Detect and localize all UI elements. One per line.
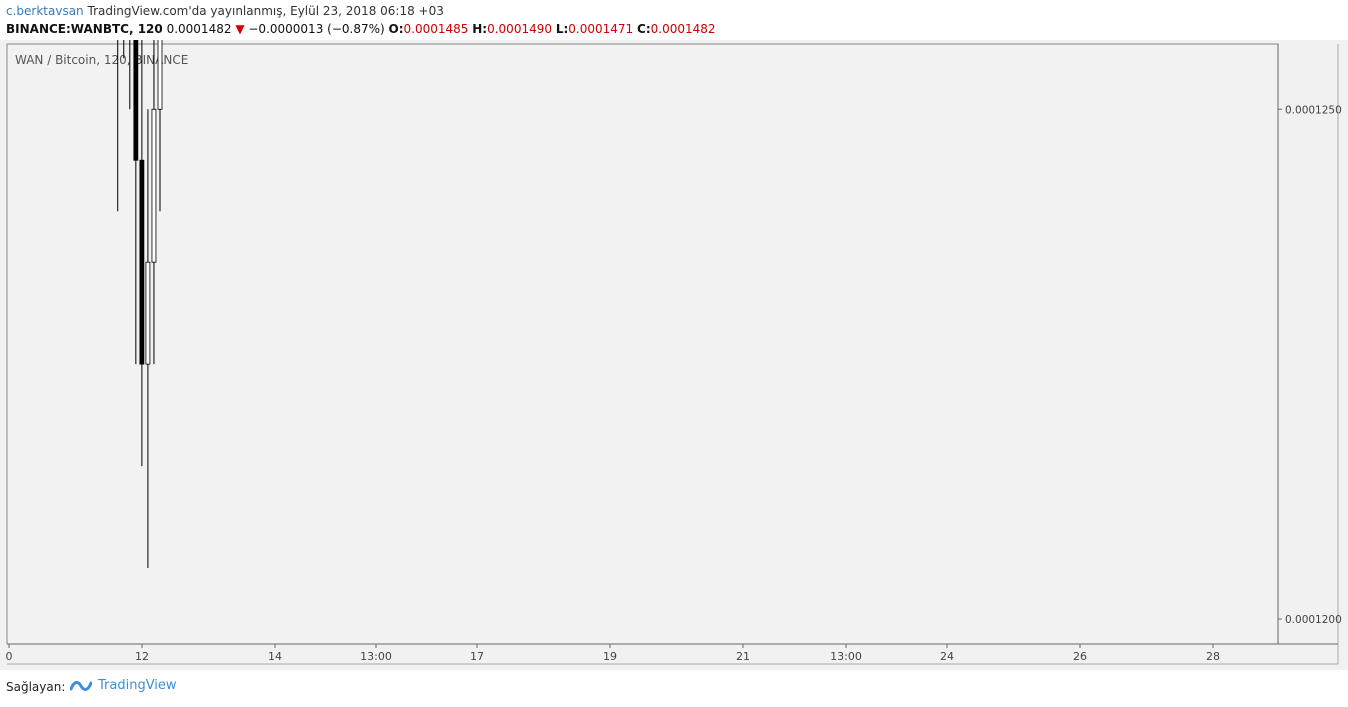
footer: Sağlayan: TradingView [0,670,1348,707]
y-tick-label: 0.0001200 [1285,614,1342,626]
x-tick-label: 17 [470,650,484,663]
x-tick-label: 28 [1206,650,1220,663]
down-arrow-icon: ▼ [235,22,245,36]
author-link[interactable]: c.berktavsan [6,4,84,18]
candle-up [157,0,163,110]
open-label: O: [388,22,404,36]
tradingview-link[interactable]: TradingView [70,678,177,693]
symbol-label: BINANCE:WANBTC, 120 [6,22,163,36]
open-value: 0.0001485 [403,22,469,36]
x-tick-label: 12 [135,650,149,663]
x-tick-label: 26 [1073,650,1087,663]
provider-label: Sağlayan: [6,680,66,694]
close-value: 0.0001482 [650,22,716,36]
published-text: TradingView.com'da yayınlanmış, Eylül 23… [87,4,444,18]
candle-down [139,159,145,365]
x-tick-label: 24 [940,650,954,663]
candle-up [145,261,151,365]
y-tick-label: 0.0001250 [1285,104,1342,116]
candlestick-chart[interactable]: WAN / Bitcoin, 120, BINANCE0.00017500.00… [0,0,1348,670]
x-tick-label: 19 [603,650,617,663]
ohlc-readout: BINANCE:WANBTC, 120 0.0001482 ▼ −0.00000… [6,22,716,36]
chart-area[interactable]: WAN / Bitcoin, 120, BINANCE0.00017500.00… [0,0,1348,670]
x-tick-label: 13:00 [360,650,392,663]
high-value: 0.0001490 [487,22,552,36]
publish-info: c.berktavsan TradingView.com'da yayınlan… [6,4,444,18]
last-price: 0.0001482 [166,22,232,36]
chart-header: c.berktavsan TradingView.com'da yayınlan… [0,0,1348,40]
x-tick-label: 14 [268,650,282,663]
tradingview-logo-icon [70,680,92,691]
price-change: −0.0000013 (−0.87%) [248,22,385,36]
x-tick-label: 21 [736,650,750,663]
x-tick-label: 13:00 [830,650,862,663]
tradingview-brand: TradingView [98,678,177,693]
low-value: 0.0001471 [568,22,634,36]
x-tick-label: 0 [6,650,13,663]
low-label: L: [555,22,569,36]
candle-down [133,0,139,161]
chart-title: WAN / Bitcoin, 120, BINANCE [15,53,188,67]
close-label: C: [637,22,651,36]
plot-area[interactable] [6,43,1279,645]
high-label: H: [472,22,488,36]
candle-up [151,108,157,263]
